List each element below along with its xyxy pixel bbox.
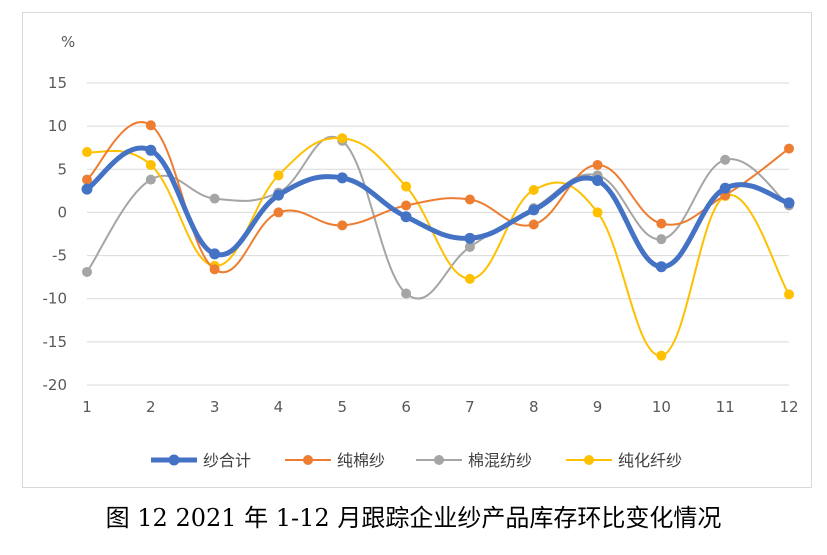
x-tick-label: 7 (465, 398, 475, 416)
data-point (528, 184, 539, 195)
data-point (401, 200, 412, 211)
y-tick-label: -5 (52, 247, 67, 265)
x-tick-label: 11 (716, 398, 735, 416)
x-tick-label: 2 (146, 398, 156, 416)
series-line (86, 135, 790, 300)
data-point (783, 197, 795, 209)
data-point (528, 204, 540, 216)
data-point (209, 193, 220, 204)
x-tick-label: 9 (593, 398, 603, 416)
legend-swatch-marker (303, 455, 313, 465)
data-point (719, 182, 731, 194)
data-point (720, 154, 731, 165)
y-tick-label: -10 (43, 290, 68, 308)
data-point (337, 220, 348, 231)
data-point (400, 211, 412, 223)
y-tick-label: 5 (57, 160, 67, 178)
y-tick-label: 15 (48, 74, 67, 92)
y-tick-label: 0 (57, 203, 67, 221)
chart-frame: % 15 10 5 0 -5 -10 -15 -20 1 2 3 4 5 6 7 8 9 10 11 12 纱合计纯… (22, 12, 812, 488)
y-tick-labels: 15 10 5 0 -5 -10 -15 -20 (43, 74, 68, 394)
legend-swatch-marker (584, 455, 594, 465)
data-point (273, 170, 284, 181)
legend-swatch-marker (434, 455, 444, 465)
data-point (81, 183, 93, 195)
data-point (464, 241, 475, 252)
data-point (336, 172, 348, 184)
data-point (209, 248, 221, 260)
series-2 (82, 120, 794, 275)
legend-label: 纯棉纱 (337, 451, 385, 470)
series-line (84, 145, 792, 270)
data-point (401, 288, 412, 299)
data-point (784, 289, 794, 300)
x-tick-label: 10 (652, 398, 671, 416)
legend-item: 纯棉纱 (285, 451, 385, 470)
data-point (145, 120, 156, 131)
x-tick-label: 8 (529, 398, 539, 416)
series-lines (81, 120, 795, 361)
data-point (82, 147, 92, 158)
data-point (656, 350, 667, 361)
legend-item: 纯化纤纱 (566, 451, 682, 470)
data-point (145, 159, 156, 170)
data-point (655, 261, 667, 273)
data-point (82, 174, 92, 185)
x-tick-label: 4 (274, 398, 284, 416)
legend-item: 棉混纺纱 (416, 451, 532, 470)
legend: 纱合计 纯棉纱 棉混纺纱 纯化纤纱 (151, 451, 682, 470)
data-point (656, 218, 667, 229)
legend-label: 棉混纺纱 (468, 451, 532, 470)
data-point (272, 189, 284, 201)
figure-caption: 图 12 2021 年 1-12 月跟踪企业纱产品库存环比变化情况 (105, 504, 722, 532)
legend-label: 纱合计 (203, 451, 251, 470)
data-point (82, 266, 92, 277)
x-tick-label: 3 (210, 398, 220, 416)
data-point (592, 175, 604, 187)
y-tick-label: -20 (43, 376, 68, 394)
x-tick-label: 12 (779, 398, 798, 416)
line-chart: % 151050-5-10-15-20 1 2 3 4 5 6 7 8 9 10 11 12 纱合计纯… (43, 33, 799, 470)
data-point (464, 273, 475, 284)
y-tick-label: -15 (43, 333, 68, 351)
series-3 (82, 135, 794, 300)
y-unit-label: % (61, 33, 75, 51)
data-point (464, 232, 476, 244)
x-tick-label: 1 (82, 398, 92, 416)
data-point (145, 144, 157, 156)
data-point (273, 207, 284, 218)
data-point (592, 207, 603, 218)
data-point (784, 143, 794, 154)
data-point (337, 133, 348, 144)
data-point (401, 181, 412, 192)
legend-swatch-marker (168, 454, 180, 466)
x-tick-label: 5 (337, 398, 347, 416)
data-point (592, 159, 603, 170)
x-tick-labels: 1 2 3 4 5 6 7 8 9 10 11 12 (82, 398, 798, 416)
y-tick-label: 10 (48, 117, 67, 135)
data-point (656, 234, 667, 245)
series-1 (81, 144, 795, 273)
data-point (209, 264, 220, 275)
legend-label: 纯化纤纱 (618, 451, 682, 470)
data-point (528, 219, 539, 230)
legend-item: 纱合计 (151, 451, 251, 470)
data-point (464, 194, 475, 205)
x-tick-label: 6 (401, 398, 411, 416)
data-point (145, 174, 156, 185)
